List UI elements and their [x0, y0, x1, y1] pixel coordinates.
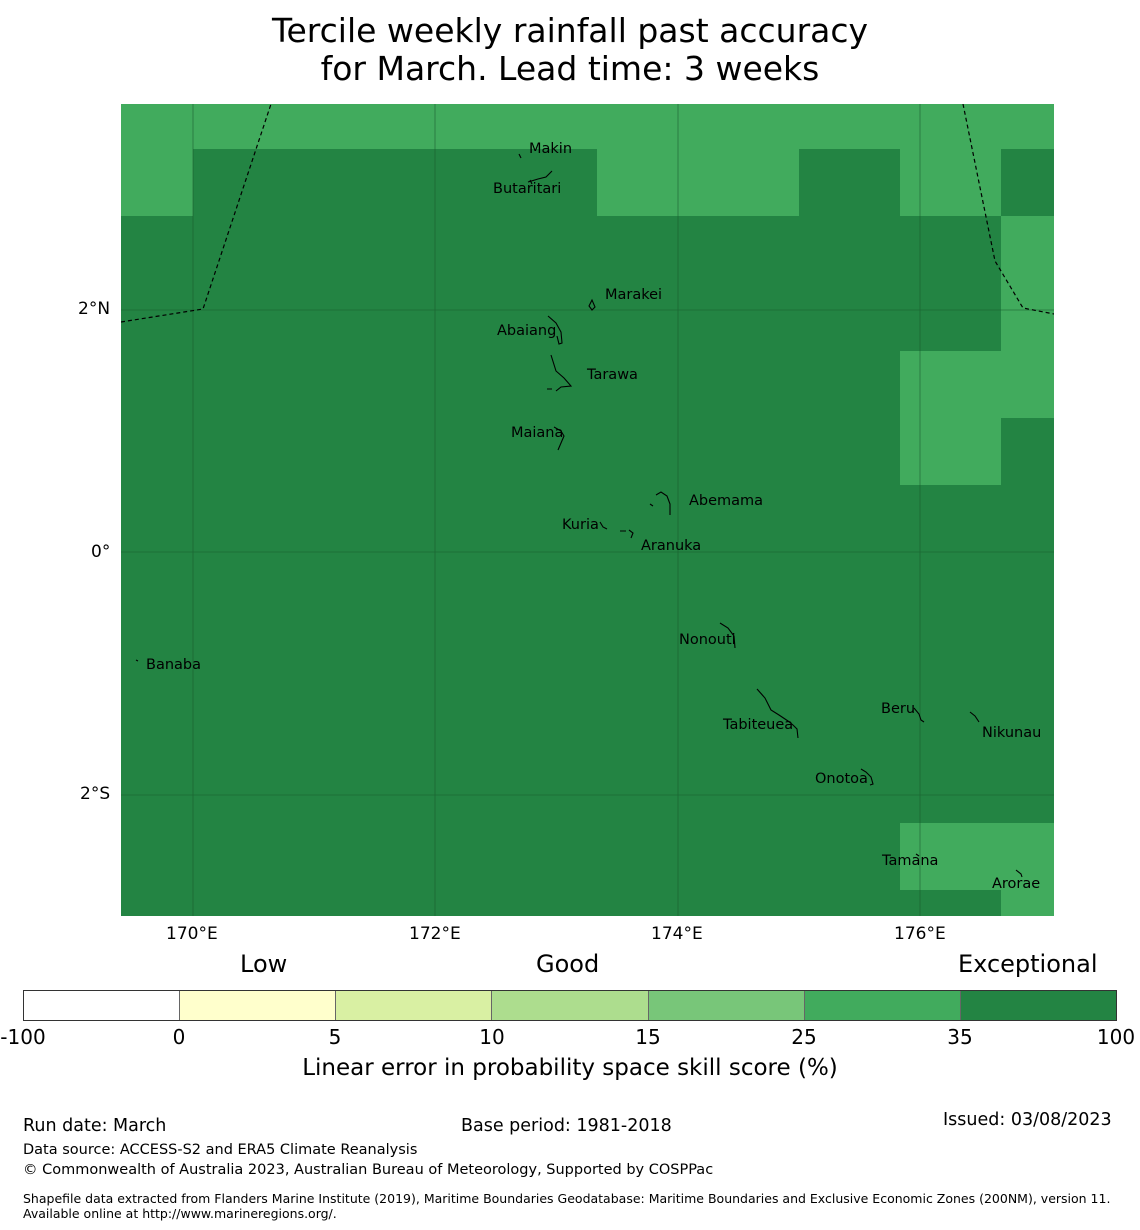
skill-cell-light [900, 351, 1054, 418]
colorbar-segment [960, 991, 1116, 1020]
colorbar-segment [492, 991, 649, 1020]
map-title-line2: for March. Lead time: 3 weeks [320, 49, 820, 88]
colorbar-segment [180, 991, 337, 1020]
skill-cell-dark [121, 104, 1054, 916]
skill-cell-light [597, 149, 799, 216]
island-label-nonouti: Nonouti [679, 632, 736, 648]
island-label-tamana: Tamana [882, 853, 939, 869]
island-tarawa [547, 354, 573, 392]
category-good: Good [536, 950, 600, 978]
island-label-butaritari: Butaritari [493, 181, 562, 197]
skill-cell-light [1001, 216, 1054, 351]
eez-boundary-west [121, 104, 272, 323]
eez-boundary-lines [121, 104, 1054, 323]
island-beru [913, 707, 925, 723]
island-kuria [599, 521, 634, 539]
map-title-line1: Tercile weekly rainfall past accuracy [271, 11, 869, 50]
colorbar-tick: -100 [0, 1025, 46, 1049]
skill-cell-light [900, 418, 1001, 485]
base-period: Base period: 1981-2018 [461, 1116, 672, 1136]
colorbar-tick: 0 [172, 1025, 186, 1049]
colorbar-segment [24, 991, 181, 1020]
island-label-abemama: Abemama [689, 493, 764, 509]
colorbar-tick: 10 [479, 1025, 505, 1049]
skill-cell-light [121, 149, 193, 216]
lon-label-172e: 172°E [409, 924, 461, 944]
lon-label-176e: 176°E [894, 924, 946, 944]
skill-map [121, 104, 1054, 916]
category-exceptional: Exceptional [958, 950, 1098, 978]
skill-cell-light [1001, 890, 1054, 916]
colorbar-segment [648, 991, 805, 1020]
island-label-abaiang: Abaiang [497, 323, 557, 339]
lat-label-0: 0° [91, 542, 111, 562]
lat-label-2s: 2°S [80, 784, 111, 804]
island-label-kuria: Kuria [562, 517, 599, 533]
eez-boundary-east [962, 104, 1054, 315]
island-label-tarawa: Tarawa [587, 367, 638, 383]
island-outlines [135, 153, 1023, 878]
skill-cell-light [121, 104, 1054, 149]
colorbar-tick: 15 [635, 1025, 661, 1049]
island-label-tabiteuea: Tabiteuea [723, 717, 794, 733]
lat-label-2n: 2°N [78, 299, 111, 319]
island-maiana [553, 426, 565, 451]
island-abemama [649, 491, 671, 515]
island-butaritari [527, 170, 553, 185]
island-banaba [135, 659, 139, 662]
shapefile-credit: Shapefile data extracted from Flanders M… [23, 1191, 1111, 1221]
run-date: Run date: March [23, 1116, 167, 1136]
island-label-arorae: Arorae [992, 876, 1041, 892]
island-label-marakei: Marakei [605, 287, 663, 303]
copyright: © Commonwealth of Australia 2023, Austra… [23, 1162, 714, 1178]
lon-label-174e: 174°E [651, 924, 703, 944]
island-label-aranuka: Aranuka [641, 538, 702, 554]
skill-cell-light [900, 149, 1001, 216]
island-makin [518, 153, 522, 159]
colorbar-label: Linear error in probability space skill … [302, 1055, 838, 1081]
island-arorae [1015, 869, 1023, 878]
island-label-banaba: Banaba [146, 657, 201, 673]
skill-cell-light [900, 823, 1054, 890]
island-label-nikunau: Nikunau [982, 725, 1042, 741]
lon-label-170e: 170°E [166, 924, 218, 944]
colorbar-tick: 25 [791, 1025, 817, 1049]
colorbar-tick: 100 [1096, 1025, 1136, 1049]
island-label-onotoa: Onotoa [815, 771, 868, 787]
colorbar-segment [336, 991, 493, 1020]
issued-date: Issued: 03/08/2023 [943, 1110, 1112, 1130]
graticule [121, 104, 1054, 916]
skill-colorbar [23, 990, 1117, 1021]
island-onotoa [860, 768, 874, 786]
island-label-beru: Beru [881, 701, 916, 717]
island-marakei [588, 298, 596, 311]
island-tabiteuea [756, 688, 799, 739]
category-low: Low [240, 950, 288, 978]
colorbar-segment [804, 991, 961, 1020]
colorbar-tick: 35 [947, 1025, 973, 1049]
island-abaiang [547, 315, 563, 345]
island-nonouti [719, 622, 736, 649]
island-nikunau [969, 711, 980, 723]
data-source: Data source: ACCESS-S2 and ERA5 Climate … [23, 1142, 418, 1158]
skill-grid-cells [121, 104, 1054, 916]
island-tamana [915, 853, 920, 857]
island-label-makin: Makin [529, 141, 573, 157]
colorbar-tick: 5 [328, 1025, 342, 1049]
island-label-maiana: Maiana [511, 425, 564, 441]
